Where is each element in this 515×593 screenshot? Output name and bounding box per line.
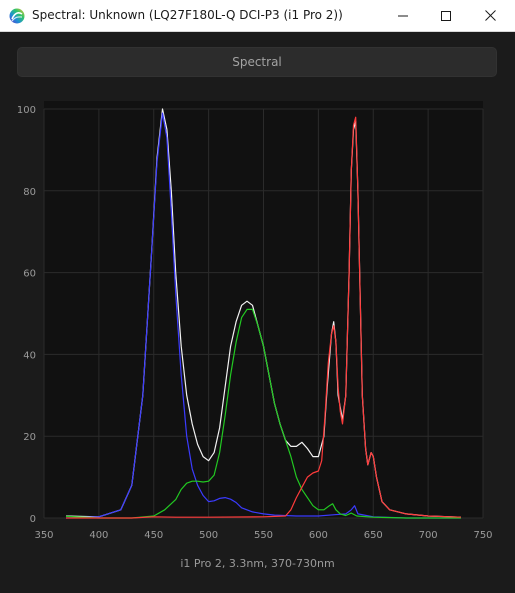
- x-tick-label: 350: [34, 530, 53, 541]
- x-tick-label: 700: [419, 530, 438, 541]
- y-tick-label: 60: [23, 269, 36, 280]
- spectral-chart-svg: 350 400 450 500 550 600 650 700 750 0 20 40 60 80 100: [17, 101, 493, 541]
- x-tick-label: 400: [89, 530, 108, 541]
- maximize-icon: [440, 10, 451, 21]
- spectral-tab-button[interactable]: Spectral: [17, 47, 497, 77]
- y-tick-label: 0: [30, 514, 36, 525]
- x-tick-label: 650: [364, 530, 383, 541]
- spectral-app-icon: [9, 8, 25, 24]
- close-button[interactable]: [468, 0, 513, 31]
- y-tick-label: 40: [23, 350, 36, 361]
- x-tick-label: 550: [254, 530, 273, 541]
- y-tick-label: 80: [23, 187, 36, 198]
- spectral-chart: 350 400 450 500 550 600 650 700 750 0 20 40 60 80 100: [0, 32, 515, 589]
- main-content: 350 400 450 500 550 600 650 700 750 0 20 40 60 80 100 …: [0, 32, 515, 589]
- title-bar: Spectral: Unknown (LQ27F180L-Q DCI-P3 (i…: [0, 0, 515, 32]
- x-tick-label: 450: [144, 530, 163, 541]
- x-tick-label: 750: [473, 530, 492, 541]
- series-line-1: [65, 112, 461, 519]
- series-line-3: [66, 116, 462, 519]
- x-tick-label: 500: [199, 530, 218, 541]
- chart-caption: i1 Pro 2, 3.3nm, 370-730nm: [180, 557, 335, 570]
- window-title: Spectral: Unknown (LQ27F180L-Q DCI-P3 (i…: [32, 8, 343, 22]
- maximize-button[interactable]: [423, 0, 468, 31]
- minimize-icon: [397, 15, 408, 16]
- minimize-button[interactable]: [380, 0, 425, 31]
- close-icon: [485, 10, 496, 21]
- y-tick-label: 20: [23, 432, 36, 443]
- y-tick-label: 100: [17, 105, 36, 116]
- x-tick-label: 600: [309, 530, 328, 541]
- series-line-2: [65, 308, 461, 519]
